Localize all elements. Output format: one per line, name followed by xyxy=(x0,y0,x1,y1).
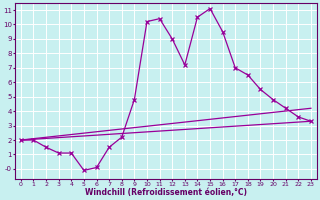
X-axis label: Windchill (Refroidissement éolien,°C): Windchill (Refroidissement éolien,°C) xyxy=(85,188,247,197)
